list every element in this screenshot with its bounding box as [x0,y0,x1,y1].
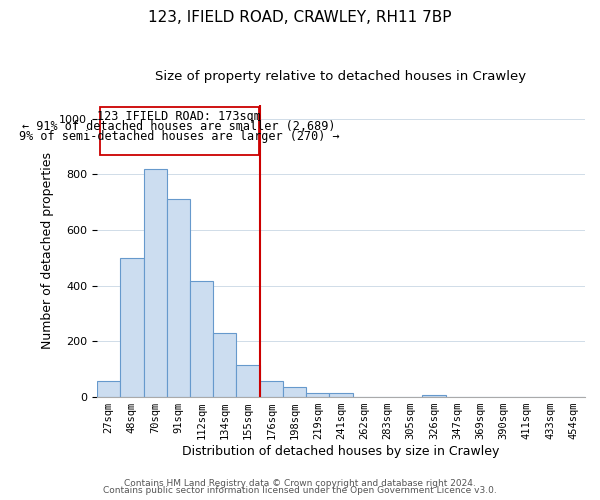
Bar [306,394,329,396]
Text: 123, IFIELD ROAD, CRAWLEY, RH11 7BP: 123, IFIELD ROAD, CRAWLEY, RH11 7BP [148,10,452,25]
Text: Contains HM Land Registry data © Crown copyright and database right 2024.: Contains HM Land Registry data © Crown c… [124,478,476,488]
Bar [283,387,306,396]
X-axis label: Distribution of detached houses by size in Crawley: Distribution of detached houses by size … [182,444,500,458]
Bar [422,395,446,396]
Bar [213,332,236,396]
Text: 9% of semi-detached houses are larger (270) →: 9% of semi-detached houses are larger (2… [19,130,340,142]
Text: ← 91% of detached houses are smaller (2,689): ← 91% of detached houses are smaller (2,… [22,120,336,133]
Text: 123 IFIELD ROAD: 173sqm: 123 IFIELD ROAD: 173sqm [97,110,261,122]
Text: Contains public sector information licensed under the Open Government Licence v3: Contains public sector information licen… [103,486,497,495]
Bar [236,364,260,396]
Title: Size of property relative to detached houses in Crawley: Size of property relative to detached ho… [155,70,527,83]
Bar [97,382,120,396]
Bar [120,258,143,396]
Y-axis label: Number of detached properties: Number of detached properties [41,152,54,350]
Bar [190,282,213,397]
FancyBboxPatch shape [100,107,259,155]
Bar [329,394,353,396]
Bar [167,200,190,396]
Bar [143,169,167,396]
Bar [260,381,283,396]
